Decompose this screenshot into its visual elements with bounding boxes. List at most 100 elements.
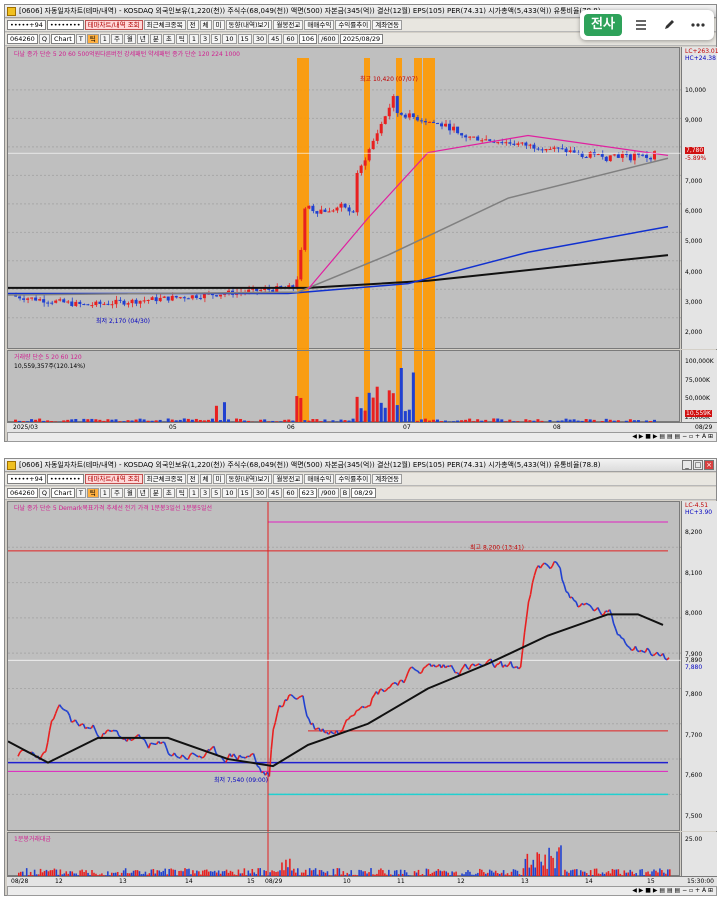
toolbar-item[interactable]: 월봉전교 xyxy=(273,474,304,484)
toolbar-item[interactable]: Q xyxy=(38,34,50,44)
menu-icon[interactable] xyxy=(630,14,652,36)
toolbar-item[interactable]: 15 xyxy=(237,34,252,44)
toolbar-item[interactable]: 주 xyxy=(110,488,123,498)
toolbar-item[interactable]: 5 xyxy=(211,34,222,44)
toolbar-item[interactable]: 45 xyxy=(268,34,283,44)
volume-bar xyxy=(556,851,558,877)
price-chart[interactable]: 최고 10,420 (07/07) 최저 2,170 (04/30) 다날 종가 … xyxy=(7,47,681,350)
toolbar-item[interactable]: B xyxy=(339,488,351,498)
toolbar-item[interactable]: 테마차트/내역 조회 xyxy=(84,474,143,484)
maximize-button[interactable]: □ xyxy=(693,460,703,470)
candle xyxy=(616,154,620,158)
chart-scrollbar[interactable]: ◀ ▶ ■ ▶ ▤ ▤ ▤ − ▫ + A ⊞ xyxy=(7,432,717,442)
toolbar-item[interactable]: 월 xyxy=(123,488,136,498)
pencil-icon[interactable] xyxy=(658,14,680,36)
toolbar-item[interactable]: 년 xyxy=(136,488,149,498)
tick-segment xyxy=(199,755,203,759)
toolbar-item[interactable]: 분 xyxy=(149,488,162,498)
toolbar-item[interactable]: 주 xyxy=(110,34,123,44)
toolbar-item[interactable]: 분 xyxy=(149,34,162,44)
toolbar-item[interactable]: 전 xyxy=(186,474,199,484)
toolbar-item[interactable]: 1 xyxy=(99,34,110,44)
jeonsa-button[interactable]: 전사 xyxy=(584,14,622,36)
toolbar-item[interactable]: Q xyxy=(38,488,50,498)
toolbar-item[interactable]: 테마차트/내역 조회 xyxy=(84,20,143,30)
toolbar-item[interactable]: 064260 xyxy=(7,34,38,44)
tick-segment xyxy=(195,754,199,758)
volume-bar xyxy=(214,405,218,423)
toolbar-item[interactable]: 30 xyxy=(252,488,268,498)
toolbar-item[interactable]: 1 xyxy=(99,488,110,498)
toolbar-item[interactable]: 동향(내역)보기 xyxy=(225,474,273,484)
toolbar-item[interactable]: Chart xyxy=(50,488,75,498)
toolbar-item[interactable]: 10 xyxy=(222,488,237,498)
toolbar-item[interactable]: /900 xyxy=(318,488,339,498)
toolbar-item[interactable]: 계좌연동 xyxy=(372,474,403,484)
toolbar-item[interactable]: 틱 xyxy=(86,34,99,44)
toolbar-item[interactable]: 매매수익 xyxy=(304,20,335,30)
toolbar-item[interactable]: 초 xyxy=(162,34,175,44)
volume-bar xyxy=(275,871,277,877)
zoom-controls[interactable]: ◀ ▶ ■ ▶ ▤ ▤ ▤ − ▫ + A ⊞ xyxy=(632,887,713,894)
toolbar-item[interactable]: 년 xyxy=(136,34,149,44)
toolbar-item[interactable]: 45 xyxy=(268,488,283,498)
toolbar-item[interactable]: 초 xyxy=(162,488,175,498)
toolbar-item[interactable]: •••••••• xyxy=(46,474,84,484)
toolbar-item[interactable]: •••••••• xyxy=(46,20,84,30)
close-button[interactable]: × xyxy=(704,460,714,470)
toolbar-item[interactable]: 5 xyxy=(211,488,222,498)
toolbar-item[interactable]: 전 xyxy=(186,20,199,30)
toolbar-item[interactable]: 10 xyxy=(222,34,237,44)
toolbar-item[interactable]: 08/29 xyxy=(351,488,376,498)
toolbar-item[interactable]: 틱 xyxy=(86,488,99,498)
volume-chart[interactable]: 1분봉거래대금 xyxy=(7,832,680,877)
zoom-controls[interactable]: ◀ ▶ ■ ▶ ▤ ▤ ▤ − ▫ + A ⊞ xyxy=(632,433,713,440)
chart-scrollbar[interactable]: ◀ ▶ ■ ▶ ▤ ▤ ▤ − ▫ + A ⊞ xyxy=(7,886,717,896)
toolbar-item[interactable]: 매매수익 xyxy=(304,474,335,484)
toolbar-item[interactable]: •••••+94 xyxy=(7,474,46,484)
toolbar-item[interactable]: /600 xyxy=(318,34,339,44)
toolbar-item[interactable]: 동향(내역)보기 xyxy=(225,20,273,30)
toolbar-item[interactable]: 1 xyxy=(188,34,199,44)
toolbar-item[interactable]: 틱 xyxy=(175,488,188,498)
volume-bar xyxy=(635,873,637,877)
volume-chart[interactable]: 거래량 단순 5 20 60 120 10,559,357주(120.14%) xyxy=(7,350,680,423)
toolbar-item[interactable]: Chart xyxy=(50,34,75,44)
volume-bar xyxy=(215,872,218,877)
toolbar-item[interactable]: •••••+94 xyxy=(7,20,46,30)
toolbar-item[interactable]: 월봉전교 xyxy=(273,20,304,30)
highlight-band xyxy=(297,58,309,350)
toolbar-item[interactable]: 60 xyxy=(283,488,298,498)
toolbar-item[interactable]: 60 xyxy=(283,34,298,44)
more-icon[interactable] xyxy=(686,14,710,36)
toolbar-item[interactable]: 틱 xyxy=(175,34,188,44)
toolbar-item[interactable]: 최근체크종목 xyxy=(143,474,186,484)
minimize-button[interactable]: _ xyxy=(682,460,692,470)
toolbar-item[interactable]: 월 xyxy=(123,34,136,44)
tick-segment xyxy=(243,756,246,759)
toolbar-item[interactable]: T xyxy=(75,34,86,44)
toolbar-item[interactable]: 미 xyxy=(212,474,225,484)
toolbar-item[interactable]: 수익률추이 xyxy=(335,20,372,30)
candle xyxy=(263,288,267,290)
toolbar-item[interactable]: 15 xyxy=(237,488,252,498)
toolbar-item[interactable]: 623 xyxy=(298,488,318,498)
toolbar-item[interactable]: 2025/08/29 xyxy=(339,34,384,44)
toolbar-item[interactable]: 최근체크종목 xyxy=(143,20,186,30)
toolbar-item[interactable]: 1 xyxy=(188,488,199,498)
toolbar-item[interactable]: 체 xyxy=(199,474,212,484)
volume-bar xyxy=(623,870,626,877)
toolbar-item[interactable]: 미 xyxy=(212,20,225,30)
toolbar-item[interactable]: T xyxy=(75,488,86,498)
toolbar-item[interactable]: 064260 xyxy=(7,488,38,498)
price-chart[interactable]: 최고 8,200 (13:41) 최저 7,540 (09:00) 다날 종가 단… xyxy=(7,501,681,832)
toolbar-item[interactable]: 30 xyxy=(252,34,268,44)
toolbar-item[interactable]: 3 xyxy=(199,34,211,44)
toolbar-item[interactable]: 계좌연동 xyxy=(372,20,403,30)
toolbar-item[interactable]: 체 xyxy=(199,20,212,30)
tick-segment xyxy=(523,617,528,633)
app-icon xyxy=(7,7,16,16)
toolbar-item[interactable]: 수익률추이 xyxy=(335,474,372,484)
toolbar-item[interactable]: 3 xyxy=(199,488,211,498)
toolbar-item[interactable]: 106 xyxy=(298,34,318,44)
